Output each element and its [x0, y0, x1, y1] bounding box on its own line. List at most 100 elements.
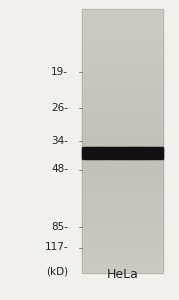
- Bar: [82, 124, 163, 125]
- Bar: [120, 147, 121, 159]
- Bar: [105, 147, 107, 159]
- Bar: [82, 222, 163, 223]
- Bar: [115, 147, 116, 159]
- Bar: [82, 211, 163, 212]
- Bar: [82, 143, 163, 145]
- Bar: [82, 90, 163, 91]
- Bar: [116, 147, 117, 159]
- Bar: [82, 172, 163, 173]
- Text: HeLa: HeLa: [107, 268, 139, 281]
- Bar: [82, 212, 163, 213]
- Bar: [82, 51, 163, 52]
- Bar: [82, 172, 163, 174]
- Bar: [82, 44, 163, 45]
- Bar: [82, 80, 163, 81]
- Bar: [89, 147, 91, 159]
- Bar: [82, 103, 163, 104]
- Bar: [127, 147, 128, 159]
- Bar: [82, 195, 163, 196]
- Bar: [82, 208, 163, 209]
- Bar: [82, 115, 163, 116]
- Bar: [82, 136, 163, 137]
- Bar: [82, 17, 163, 19]
- Bar: [82, 14, 163, 15]
- Bar: [111, 147, 112, 159]
- Bar: [82, 99, 163, 101]
- Bar: [90, 147, 92, 159]
- Bar: [82, 205, 163, 206]
- Bar: [131, 147, 132, 159]
- Bar: [82, 238, 163, 240]
- Bar: [82, 20, 163, 21]
- Bar: [82, 147, 163, 148]
- Bar: [82, 161, 163, 162]
- Bar: [82, 179, 163, 181]
- Bar: [151, 147, 152, 159]
- Bar: [82, 178, 163, 180]
- Bar: [82, 219, 163, 220]
- Bar: [82, 40, 163, 42]
- Bar: [82, 95, 163, 96]
- Bar: [82, 126, 163, 127]
- Bar: [82, 60, 163, 61]
- Bar: [82, 127, 163, 128]
- Bar: [82, 218, 163, 219]
- Bar: [154, 147, 155, 159]
- Bar: [82, 209, 163, 211]
- Bar: [82, 62, 163, 64]
- Bar: [101, 147, 103, 159]
- Bar: [82, 128, 163, 129]
- Bar: [82, 98, 163, 100]
- Bar: [82, 59, 163, 60]
- Bar: [82, 111, 163, 112]
- Bar: [82, 147, 163, 148]
- Bar: [82, 61, 163, 63]
- Bar: [82, 94, 163, 95]
- Bar: [82, 261, 163, 262]
- Bar: [82, 122, 163, 123]
- Bar: [82, 229, 163, 230]
- Bar: [82, 160, 163, 161]
- Bar: [82, 158, 163, 159]
- Bar: [82, 214, 163, 216]
- Bar: [82, 188, 163, 189]
- Bar: [82, 89, 163, 90]
- Bar: [82, 55, 163, 56]
- Bar: [82, 70, 163, 71]
- Bar: [82, 232, 163, 233]
- Bar: [160, 147, 162, 159]
- Bar: [82, 155, 163, 156]
- Bar: [82, 236, 163, 237]
- Bar: [82, 154, 163, 155]
- Bar: [149, 147, 151, 159]
- Bar: [82, 64, 163, 65]
- Bar: [82, 193, 163, 194]
- Bar: [82, 43, 163, 44]
- Bar: [82, 33, 163, 34]
- Bar: [82, 194, 163, 196]
- Bar: [82, 200, 163, 201]
- Bar: [82, 86, 163, 87]
- Bar: [82, 128, 163, 130]
- Bar: [82, 19, 163, 20]
- Bar: [82, 37, 163, 38]
- Bar: [137, 147, 139, 159]
- Bar: [113, 147, 115, 159]
- Bar: [82, 264, 163, 265]
- Bar: [82, 258, 163, 259]
- Bar: [82, 230, 163, 232]
- Bar: [82, 15, 163, 16]
- Bar: [82, 247, 163, 248]
- Bar: [82, 85, 163, 86]
- Bar: [96, 147, 97, 159]
- Bar: [117, 147, 119, 159]
- Bar: [82, 41, 163, 42]
- Bar: [82, 202, 163, 203]
- Bar: [82, 194, 163, 195]
- Bar: [82, 101, 163, 102]
- Bar: [82, 13, 163, 14]
- Bar: [82, 134, 163, 135]
- Bar: [82, 256, 163, 257]
- Bar: [82, 106, 163, 108]
- Bar: [82, 112, 163, 114]
